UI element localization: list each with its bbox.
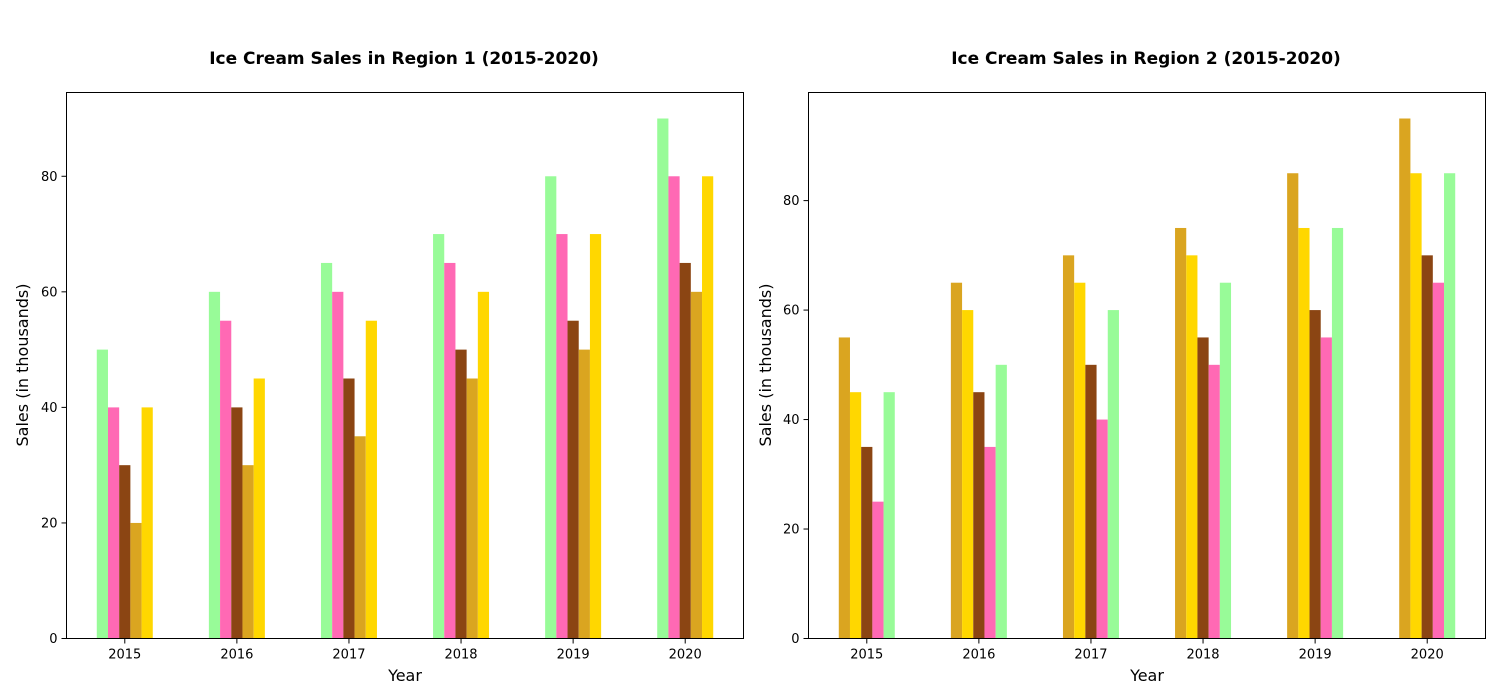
y-axis: 0 20 40 60 80: [41, 170, 67, 647]
y-axis-label: Sales (in thousands): [756, 284, 775, 447]
chart-title: Ice Cream Sales in Region 2 (2015-2020): [951, 49, 1341, 69]
bar-series-1-2015: [107, 407, 120, 639]
x-axis-label: Year: [1129, 666, 1164, 685]
bar-series-1-2016: [220, 320, 232, 639]
plot-frame: [66, 92, 744, 639]
chart-region-2: Ice Cream Sales in Region 2 (2015-2020) …: [756, 49, 1486, 685]
bar-series-1-2018: [1186, 255, 1198, 639]
bar-series-4-2017: [365, 320, 377, 639]
x-tick-label: 2020: [1411, 648, 1444, 663]
bar-series-1-2017: [1074, 282, 1086, 639]
bar-series-0-2020: [657, 118, 669, 639]
y-tick-label: 80: [783, 194, 800, 209]
x-tick-label: 2019: [1299, 648, 1332, 663]
x-tick-label: 2015: [108, 648, 141, 663]
bar-series-0-2019: [545, 176, 557, 639]
bar-series-2-2016: [973, 392, 985, 639]
bar-series-3-2018: [466, 378, 478, 639]
bar-series-2-2018: [1197, 337, 1209, 639]
x-tick-label: 2016: [962, 648, 995, 663]
bar-series-1-2020: [668, 176, 680, 639]
y-tick-label: 60: [41, 285, 58, 300]
bar-series-1-2018: [444, 262, 456, 639]
bar-series-3-2015: [130, 522, 142, 639]
x-tick-label: 2017: [332, 648, 365, 663]
plot-frame: [808, 92, 1486, 639]
y-tick-label: 20: [783, 523, 800, 538]
bar-series-4-2016: [995, 364, 1007, 639]
y-tick-label: 40: [41, 401, 58, 416]
bar-series-0-2016: [208, 291, 221, 639]
bar-series-3-2017: [1096, 419, 1108, 639]
chart-region-1: Ice Cream Sales in Region 1 (2015-2020) …: [13, 49, 744, 685]
bar-series-4-2018: [1219, 282, 1232, 639]
bar-series-1-2016: [962, 310, 974, 639]
bar-series-0-2016: [950, 282, 963, 639]
bar-group: [96, 118, 714, 639]
bar-series-1-2015: [849, 392, 862, 639]
bar-series-3-2020: [690, 291, 703, 639]
bar-series-0-2018: [1175, 227, 1187, 639]
x-tick-label: 2019: [557, 648, 590, 663]
bar-series-2-2017: [343, 378, 355, 639]
bar-series-2-2015: [119, 465, 131, 639]
bar-series-3-2016: [984, 446, 996, 639]
y-axis-label: Sales (in thousands): [13, 284, 32, 447]
y-tick-label: 80: [41, 170, 58, 185]
bar-series-4-2018: [477, 291, 490, 639]
bar-series-2-2020: [1421, 255, 1433, 639]
bar-series-0-2020: [1399, 118, 1411, 639]
bar-series-3-2016: [242, 465, 254, 639]
bar-series-2-2017: [1085, 364, 1097, 639]
x-axis: 2015 2016 2017 2018 2019 2020: [108, 638, 702, 663]
bar-series-0-2019: [1287, 173, 1299, 639]
bar-series-4-2019: [1331, 227, 1344, 639]
x-tick-label: 2015: [850, 648, 883, 663]
bar-series-1-2019: [556, 234, 568, 639]
bar-series-2-2019: [567, 320, 579, 639]
bar-series-2-2019: [1309, 310, 1321, 639]
bar-series-1-2019: [1298, 227, 1310, 639]
y-axis: 0 20 40 60 80: [783, 194, 809, 647]
x-tick-label: 2016: [220, 648, 253, 663]
bar-series-4-2017: [1107, 310, 1119, 639]
y-tick-label: 60: [783, 304, 800, 319]
bar-series-4-2015: [141, 407, 153, 639]
y-tick-label: 20: [41, 516, 58, 531]
chart-title: Ice Cream Sales in Region 1 (2015-2020): [209, 49, 599, 69]
bar-series-3-2017: [354, 436, 366, 639]
y-tick-label: 0: [791, 632, 799, 647]
bar-series-2-2016: [231, 407, 243, 639]
bar-series-4-2019: [589, 234, 602, 639]
x-tick-label: 2017: [1074, 648, 1107, 663]
bar-series-1-2020: [1410, 173, 1422, 639]
bar-series-4-2016: [253, 378, 265, 639]
bar-series-0-2017: [320, 262, 333, 639]
bar-series-3-2018: [1208, 364, 1220, 639]
bar-group: [838, 118, 1456, 639]
x-tick-label: 2018: [1186, 648, 1219, 663]
x-tick-label: 2020: [669, 648, 702, 663]
x-axis: 2015 2016 2017 2018 2019 2020: [850, 638, 1444, 663]
bar-series-0-2015: [96, 349, 108, 639]
bar-series-0-2015: [838, 337, 850, 639]
x-axis-label: Year: [387, 666, 422, 685]
bar-series-4-2015: [883, 392, 895, 639]
bar-series-3-2015: [872, 501, 884, 639]
bar-series-3-2019: [1320, 337, 1332, 639]
bar-series-2-2018: [455, 349, 467, 639]
bar-series-1-2017: [332, 291, 344, 639]
y-tick-label: 0: [49, 632, 57, 647]
bar-series-2-2015: [861, 446, 873, 639]
bar-series-3-2019: [578, 349, 590, 639]
bar-series-0-2018: [433, 234, 445, 639]
y-tick-label: 40: [783, 413, 800, 428]
bar-series-4-2020: [1444, 173, 1456, 639]
bar-series-0-2017: [1062, 255, 1075, 639]
bar-series-4-2020: [702, 176, 714, 639]
bar-series-2-2020: [679, 262, 691, 639]
bar-series-3-2020: [1432, 282, 1445, 639]
x-tick-label: 2018: [444, 648, 477, 663]
